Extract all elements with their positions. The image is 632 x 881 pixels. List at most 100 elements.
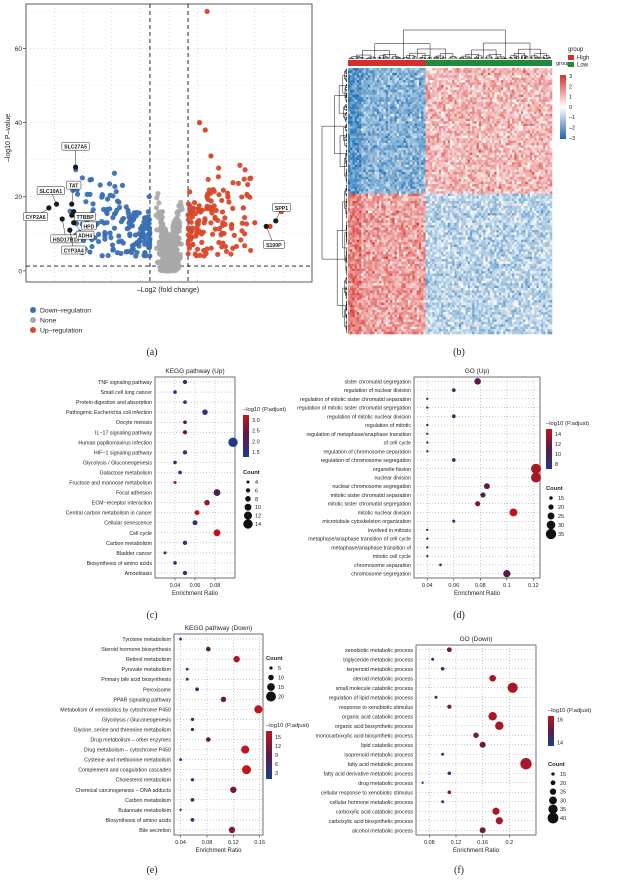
heatmap-cell	[458, 97, 462, 100]
heatmap-cell	[532, 118, 535, 122]
heatmap-cell	[365, 72, 369, 76]
heatmap-cell	[518, 92, 522, 95]
heatmap-cell	[481, 133, 484, 137]
heatmap-cell	[534, 87, 537, 91]
heatmap-cell	[443, 111, 446, 115]
volcano-point-down	[138, 233, 144, 239]
heatmap-cell	[487, 145, 491, 149]
heatmap-cell	[403, 123, 406, 127]
heatmap-cell	[418, 68, 422, 71]
heatmap-cell	[492, 140, 495, 144]
heatmap-cell	[452, 128, 455, 132]
heatmap-cell	[467, 68, 471, 71]
heatmap-cell	[525, 109, 528, 112]
heatmap-cell	[401, 159, 404, 163]
heatmap-cell	[485, 99, 488, 103]
heatmap-cell	[483, 142, 486, 146]
heatmap-cell	[527, 145, 531, 149]
heatmap-cell	[547, 155, 551, 158]
heatmap-cell	[374, 162, 378, 166]
volcano-point-down	[90, 207, 96, 213]
heatmap-cell	[432, 97, 435, 100]
heatmap-cell	[390, 150, 393, 153]
heatmap-cell	[354, 123, 358, 127]
heatmap-cell	[507, 142, 511, 146]
heatmap-cell	[496, 72, 500, 76]
heatmap-cell	[412, 145, 415, 149]
heatmap-cell	[454, 157, 457, 161]
heatmap-cell	[445, 121, 449, 124]
heatmap-cell	[354, 113, 358, 117]
heatmap-cell	[525, 128, 528, 132]
heatmap-cell	[447, 159, 451, 163]
heatmap-cell	[405, 106, 409, 110]
heatmap-cell	[478, 123, 482, 127]
heatmap-cell	[352, 80, 355, 83]
heatmap-cell	[458, 162, 462, 166]
heatmap-cell	[543, 92, 546, 95]
heatmap-cell	[407, 150, 411, 153]
heatmap-cell	[516, 123, 520, 127]
heatmap-cell	[529, 150, 533, 153]
heatmap-cell	[481, 128, 484, 132]
heatmap-cell	[523, 121, 526, 124]
heatmap-cell	[416, 72, 420, 76]
heatmap-cell	[487, 128, 491, 132]
heatmap-cell	[485, 106, 488, 110]
heatmap-cell	[514, 72, 517, 76]
heatmap-cell	[390, 87, 393, 91]
heatmap-cell	[478, 140, 482, 144]
heatmap-cell	[374, 101, 378, 105]
heatmap-cell	[487, 118, 491, 122]
heatmap-cell	[445, 82, 449, 86]
heatmap-cell	[494, 123, 497, 127]
heatmap-cell	[361, 97, 364, 100]
heatmap-cell	[352, 77, 355, 81]
heatmap-cell	[525, 82, 528, 86]
heatmap-cell	[452, 121, 455, 124]
heatmap-cell	[385, 157, 389, 161]
heatmap-cell	[363, 159, 367, 163]
heatmap-cell	[412, 152, 415, 156]
heatmap-cell	[365, 97, 369, 100]
heatmap-cell	[438, 162, 442, 166]
heatmap-cell	[476, 84, 480, 88]
heatmap-cell	[385, 155, 389, 158]
heatmap-cell	[538, 101, 542, 105]
heatmap-cell	[463, 101, 466, 105]
heatmap-cell	[461, 113, 464, 117]
heatmap-cell	[520, 111, 524, 115]
heatmap-cell	[379, 145, 382, 149]
heatmap-cell	[434, 152, 437, 156]
heatmap-cell	[434, 140, 437, 144]
heatmap-cell	[463, 116, 466, 120]
heatmap-cell	[432, 133, 435, 137]
heatmap-cell	[525, 135, 528, 139]
heatmap-cell	[461, 77, 464, 81]
heatmap-cell	[525, 87, 528, 91]
heatmap-cell	[505, 111, 508, 115]
heatmap-cell	[376, 138, 380, 141]
heatmap-cell	[454, 118, 457, 122]
heatmap-cell	[450, 157, 453, 161]
heatmap-cell	[545, 138, 548, 141]
heatmap-cell	[394, 111, 398, 115]
heatmap-cell	[543, 128, 546, 132]
heatmap-cell	[450, 152, 453, 156]
heatmap-cell	[516, 106, 520, 110]
heatmap-cell	[365, 109, 369, 112]
heatmap-cell	[403, 80, 406, 83]
heatmap-cell	[352, 155, 355, 158]
heatmap-cell	[434, 113, 437, 117]
heatmap-cell	[350, 138, 353, 141]
heatmap-cell	[458, 68, 462, 71]
heatmap-cell	[359, 77, 362, 81]
heatmap-cell	[363, 128, 367, 132]
heatmap-cell	[529, 106, 533, 110]
heatmap-cell	[379, 142, 382, 146]
heatmap-cell	[350, 97, 353, 100]
heatmap-cell	[376, 162, 380, 166]
heatmap-cell	[425, 130, 429, 134]
heatmap-cell	[518, 99, 522, 103]
heatmap-cell	[407, 138, 411, 141]
